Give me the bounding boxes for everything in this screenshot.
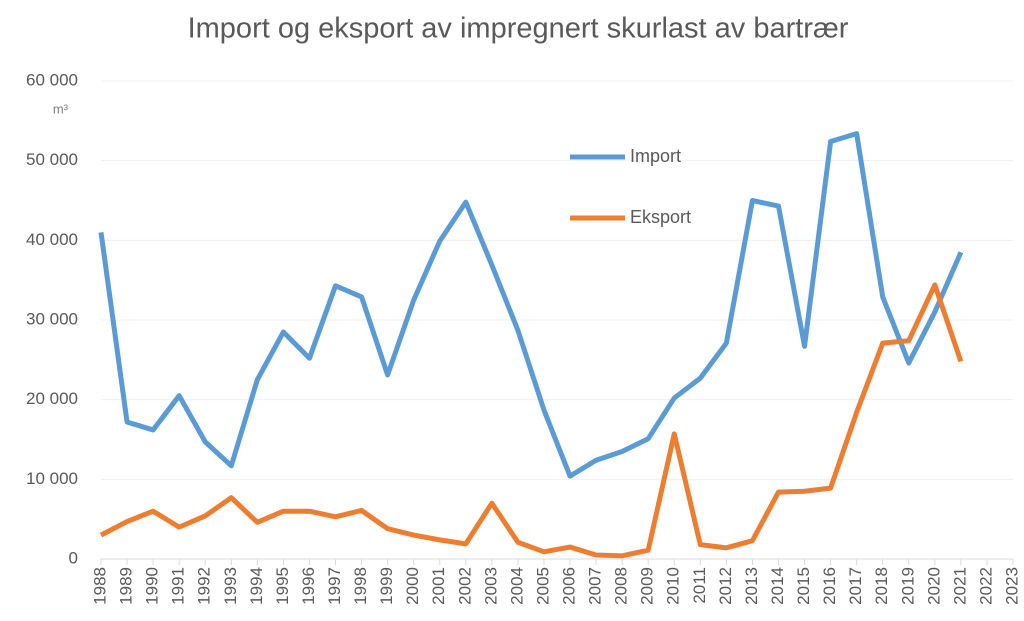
- x-tick-label: 1994: [247, 567, 266, 605]
- x-tick-label: 1989: [117, 567, 136, 605]
- legend-label: Import: [630, 146, 681, 166]
- y-tick-label: 0: [69, 548, 78, 567]
- x-tick-label: 1993: [221, 567, 240, 605]
- x-tick-label: 1992: [195, 567, 214, 605]
- x-tick-label: 2005: [533, 567, 552, 605]
- y-tick-label: 40 000: [26, 230, 78, 249]
- y-tick-label: 20 000: [26, 389, 78, 408]
- x-tick-label: 2012: [716, 567, 735, 605]
- x-tick-label: 2008: [612, 567, 631, 605]
- x-tick-label: 2000: [403, 567, 422, 605]
- x-tick-label: 2023: [1002, 567, 1021, 605]
- x-tick-label: 2011: [690, 567, 709, 604]
- x-tick-label: 1997: [325, 567, 344, 605]
- x-tick-label: 1998: [351, 567, 370, 605]
- x-tick-label: 1999: [377, 567, 396, 605]
- legend-label: Eksport: [630, 207, 691, 227]
- x-tick-label: 2018: [872, 567, 891, 605]
- line: [98, 131, 964, 479]
- y-tick-label: 30 000: [26, 309, 78, 328]
- x-tick-label: 2016: [820, 567, 839, 605]
- x-tick-label: 1995: [273, 567, 292, 605]
- x-tick-label: 2021: [950, 567, 969, 605]
- x-tick-label: 2002: [455, 567, 474, 605]
- y-tick-label: 60 000: [26, 70, 78, 89]
- x-tick-label: 2007: [586, 567, 605, 605]
- x-tick-label: 2015: [794, 567, 813, 605]
- x-tick-label: 1991: [169, 567, 188, 605]
- x-tick-label: 1996: [299, 567, 318, 605]
- x-tick-label: 2017: [846, 567, 865, 605]
- x-tick-label: 2001: [429, 567, 448, 605]
- x-tick-label: 2010: [664, 567, 683, 605]
- y-unit: m³: [53, 101, 69, 116]
- x-tick-label: 1988: [90, 567, 109, 605]
- x-tick-label: 2022: [976, 567, 995, 605]
- x-tick-label: 1990: [143, 567, 162, 605]
- chart-title: Import og eksport av impregnert skurlast…: [188, 13, 849, 45]
- line: [99, 282, 964, 559]
- y-tick-label: 10 000: [26, 469, 78, 488]
- x-tick-label: 2019: [898, 567, 917, 605]
- x-tick-label: 2006: [560, 567, 579, 605]
- x-tick-label: 2014: [768, 567, 787, 605]
- x-tick-label: 2004: [507, 567, 526, 605]
- x-tick-label: 2009: [638, 567, 657, 605]
- x-tick-label: 2020: [924, 567, 943, 605]
- x-tick-label: 2013: [742, 567, 761, 605]
- y-tick-label: 50 000: [26, 150, 78, 169]
- x-tick-label: 2003: [481, 567, 500, 605]
